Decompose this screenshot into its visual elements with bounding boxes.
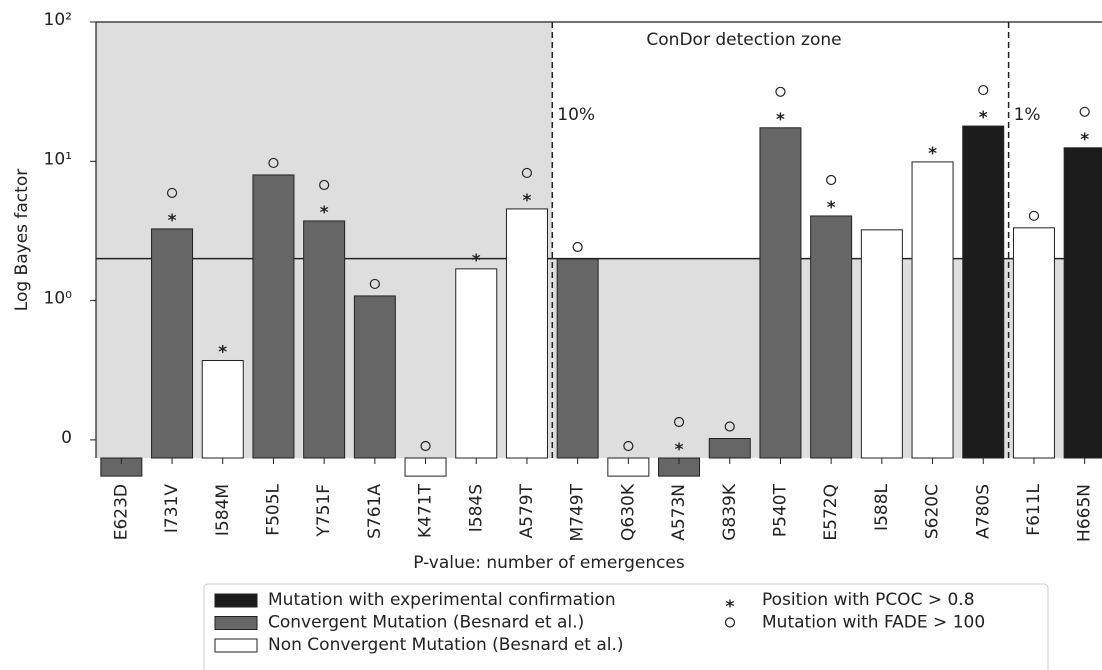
bar bbox=[556, 258, 599, 459]
fade-marker bbox=[166, 187, 178, 199]
x-tick-label: I584S bbox=[466, 484, 486, 532]
x-tick-label: F611L bbox=[1024, 483, 1044, 535]
pcoc-marker: * bbox=[1080, 130, 1089, 150]
bar bbox=[201, 359, 244, 459]
bar bbox=[810, 215, 853, 459]
fade-marker bbox=[1028, 210, 1040, 221]
fade-marker bbox=[673, 416, 685, 428]
x-tick-label: G839K bbox=[720, 483, 740, 541]
legend-swatch bbox=[214, 593, 258, 608]
x-tick-label: I588L bbox=[872, 483, 892, 530]
fade-marker bbox=[724, 421, 735, 432]
bar bbox=[505, 208, 548, 459]
x-tick-label: P540T bbox=[770, 483, 790, 537]
bar bbox=[303, 220, 346, 459]
pcoc-marker: * bbox=[472, 251, 481, 271]
bar bbox=[252, 174, 295, 459]
bar bbox=[860, 229, 903, 459]
y-tick-label: 10⁰ bbox=[44, 289, 73, 309]
bar bbox=[708, 437, 751, 459]
x-axis-label: P-value: number of emergences bbox=[413, 553, 685, 573]
zone-label: 10% bbox=[557, 105, 595, 125]
bar bbox=[759, 127, 802, 459]
fade-marker bbox=[521, 167, 533, 179]
legend-symbol bbox=[724, 617, 736, 628]
fade-marker bbox=[775, 86, 786, 97]
x-tick-label: A579T bbox=[517, 483, 537, 538]
zone-title: ConDor detection zone bbox=[646, 30, 841, 50]
bar bbox=[911, 161, 954, 459]
bar bbox=[455, 268, 498, 459]
legend-label: Convergent Mutation (Besnard et al.) bbox=[268, 613, 584, 633]
x-tick-label: Y751F bbox=[314, 484, 334, 538]
legend-symbol: * bbox=[726, 597, 735, 617]
y-tick-label: 0 bbox=[61, 428, 72, 448]
fade-marker bbox=[268, 157, 279, 169]
fade-marker bbox=[420, 440, 431, 452]
y-tick-label: 10¹ bbox=[44, 149, 72, 169]
legend-swatch bbox=[214, 638, 258, 653]
fade-marker bbox=[319, 179, 330, 191]
fade-marker bbox=[826, 174, 837, 186]
bar bbox=[962, 125, 1005, 459]
legend-box bbox=[203, 583, 1049, 670]
x-tick-label: A573N bbox=[669, 484, 689, 541]
pcoc-marker: * bbox=[523, 191, 532, 211]
legend-label: Mutation with FADE > 100 bbox=[762, 613, 985, 633]
legend-label: Position with PCOC > 0.8 bbox=[762, 590, 975, 610]
x-tick-label: H665N bbox=[1075, 484, 1095, 542]
legend-label: Non Convergent Mutation (Besnard et al.) bbox=[268, 635, 624, 655]
x-tick-label: S620C bbox=[923, 484, 943, 539]
pcoc-marker: * bbox=[320, 203, 329, 223]
x-tick-label: E572Q bbox=[821, 484, 841, 541]
legend-swatch bbox=[214, 616, 258, 630]
bar bbox=[151, 228, 194, 459]
x-tick-label: Q630K bbox=[618, 483, 638, 541]
fade-marker bbox=[369, 278, 380, 290]
pcoc-marker: * bbox=[218, 342, 227, 362]
pcoc-marker: * bbox=[168, 211, 177, 231]
bar bbox=[1063, 147, 1102, 459]
x-tick-label: K471T bbox=[416, 483, 436, 538]
fade-marker bbox=[572, 241, 583, 253]
x-tick-label: F505L bbox=[263, 483, 283, 535]
x-tick-label: S761A bbox=[365, 484, 385, 539]
x-tick-label: A780S bbox=[973, 484, 993, 539]
legend-label: Mutation with experimental confirmation bbox=[268, 590, 616, 610]
x-tick-label: M749T bbox=[568, 483, 588, 541]
bar bbox=[1012, 227, 1055, 459]
fade-marker bbox=[1079, 106, 1090, 117]
pcoc-marker: * bbox=[675, 440, 684, 460]
fade-marker bbox=[623, 440, 634, 452]
y-axis-label: Log Bayes factor bbox=[12, 169, 32, 311]
fade-marker bbox=[978, 84, 989, 96]
x-tick-label: I584M bbox=[213, 484, 233, 536]
pcoc-marker: * bbox=[928, 144, 937, 164]
pcoc-marker: * bbox=[776, 110, 785, 130]
x-tick-label: E623D bbox=[111, 484, 131, 540]
y-tick-label: 10² bbox=[44, 10, 72, 30]
pcoc-marker: * bbox=[979, 108, 988, 128]
zone-label: 1% bbox=[1014, 105, 1041, 125]
x-tick-label: I731V bbox=[162, 484, 182, 533]
pcoc-marker: * bbox=[827, 198, 836, 218]
bar bbox=[353, 295, 396, 459]
